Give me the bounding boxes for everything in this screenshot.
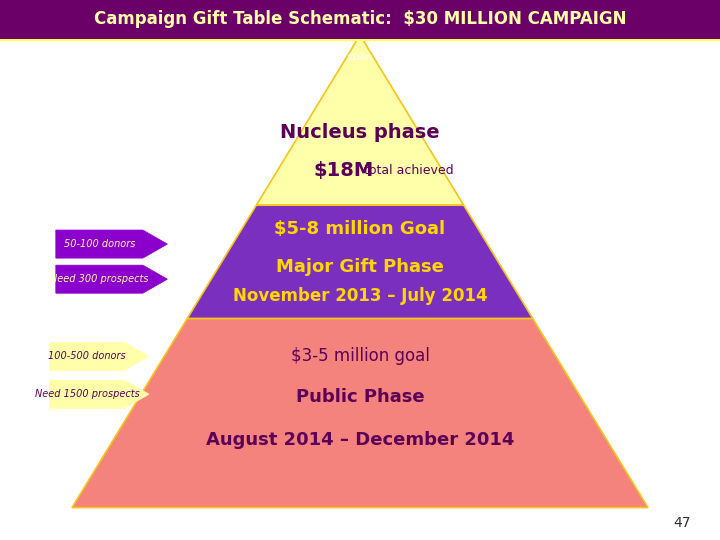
Text: Major Gift Phase: Major Gift Phase	[276, 258, 444, 276]
Polygon shape	[72, 319, 648, 508]
Text: $3-5 million goal: $3-5 million goal	[291, 347, 429, 366]
Polygon shape	[56, 265, 167, 293]
Text: $18M: $18M	[313, 160, 374, 180]
Text: Campaign Gift Table Schematic:  $30 MILLION CAMPAIGN: Campaign Gift Table Schematic: $30 MILLI…	[94, 10, 626, 29]
Text: $10m: $10m	[347, 52, 373, 61]
Text: $5-8 million Goal: $5-8 million Goal	[274, 220, 446, 239]
Polygon shape	[256, 35, 464, 205]
Text: total achieved: total achieved	[360, 164, 454, 177]
Text: August 2014 – December 2014: August 2014 – December 2014	[206, 431, 514, 449]
Polygon shape	[56, 230, 167, 258]
Text: 47: 47	[674, 516, 691, 530]
Polygon shape	[187, 205, 533, 319]
Polygon shape	[50, 380, 149, 408]
FancyBboxPatch shape	[0, 0, 720, 39]
Text: Public Phase: Public Phase	[296, 388, 424, 406]
Text: Nucleus phase: Nucleus phase	[280, 123, 440, 142]
Polygon shape	[50, 342, 149, 370]
Text: Need 300 prospects: Need 300 prospects	[50, 274, 148, 284]
Text: 100-500 donors: 100-500 donors	[48, 352, 126, 361]
Text: 50-100 donors: 50-100 donors	[63, 239, 135, 249]
Text: Need 1500 prospects: Need 1500 prospects	[35, 389, 139, 399]
Text: November 2013 – July 2014: November 2013 – July 2014	[233, 287, 487, 305]
